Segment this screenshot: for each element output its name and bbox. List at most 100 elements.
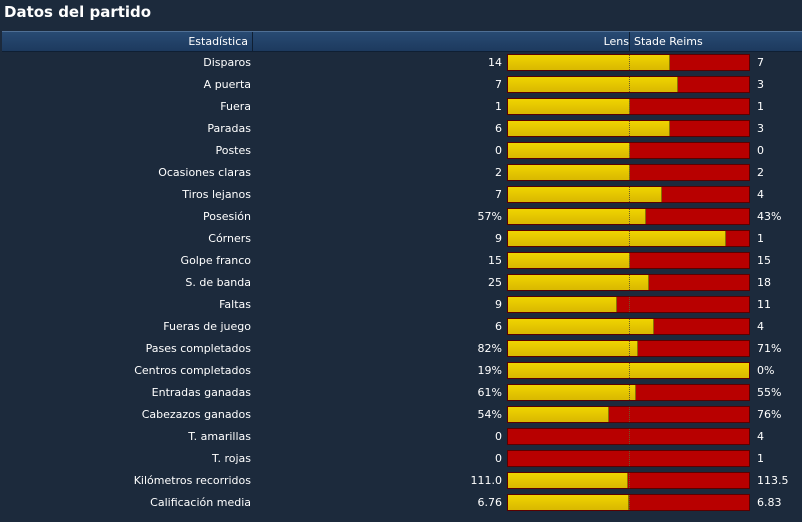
header-stat-column[interactable]: Estadística: [2, 32, 253, 51]
stat-row: Pases completados 82% 71%: [0, 338, 802, 360]
home-value: 2: [495, 166, 502, 179]
comparison-bar: [507, 318, 750, 335]
home-share-fill: [508, 209, 646, 224]
home-share-fill: [508, 363, 749, 378]
bar-midline: [629, 363, 630, 378]
bar-midline: [629, 121, 630, 136]
stat-row: Disparos 14 7: [0, 52, 802, 74]
home-share-fill: [508, 297, 617, 312]
away-value: 1: [757, 232, 764, 245]
bar-midline: [629, 341, 630, 356]
stat-label: Disparos: [203, 56, 251, 69]
home-share-fill: [508, 77, 678, 92]
bar-midline: [629, 209, 630, 224]
home-share-fill: [508, 231, 726, 246]
home-value: 6.76: [477, 496, 503, 509]
comparison-bar: [507, 406, 750, 423]
stat-row: Faltas 9 11: [0, 294, 802, 316]
bar-midline: [629, 77, 630, 92]
bar-midline: [629, 429, 630, 444]
comparison-bar: [507, 472, 750, 489]
stat-label: Fueras de juego: [163, 320, 251, 333]
stat-label: T. amarillas: [188, 430, 251, 443]
bar-midline: [629, 297, 630, 312]
away-value: 7: [757, 56, 764, 69]
away-value: 113.5: [757, 474, 789, 487]
bar-midline: [629, 495, 630, 510]
bar-midline: [629, 275, 630, 290]
away-value: 18: [757, 276, 771, 289]
home-value: 9: [495, 232, 502, 245]
home-share-fill: [508, 55, 670, 70]
stat-row: T. amarillas 0 4: [0, 426, 802, 448]
comparison-bar: [507, 98, 750, 115]
bar-midline: [629, 55, 630, 70]
stat-row: Fueras de juego 6 4: [0, 316, 802, 338]
comparison-bar: [507, 164, 750, 181]
stat-label: Ocasiones claras: [158, 166, 251, 179]
bar-midline: [629, 187, 630, 202]
comparison-bar: [507, 384, 750, 401]
home-share-fill: [508, 407, 609, 422]
bar-midline: [629, 473, 630, 488]
home-share-fill: [508, 165, 630, 180]
bar-midline: [629, 451, 630, 466]
home-share-fill: [508, 473, 628, 488]
home-value: 14: [488, 56, 502, 69]
stat-label: Paradas: [207, 122, 251, 135]
home-value: 0: [495, 430, 502, 443]
away-value: 0: [757, 144, 764, 157]
stat-label: T. rojas: [212, 452, 251, 465]
home-share-fill: [508, 187, 662, 202]
comparison-bar: [507, 362, 750, 379]
stat-label: Postes: [215, 144, 251, 157]
home-value: 6: [495, 122, 502, 135]
stat-row: T. rojas 0 1: [0, 448, 802, 470]
comparison-bar: [507, 120, 750, 137]
home-share-fill: [508, 99, 630, 114]
stat-row: Fuera 1 1: [0, 96, 802, 118]
stat-label: Golpe franco: [180, 254, 251, 267]
home-share-fill: [508, 121, 670, 136]
home-value: 1: [495, 100, 502, 113]
comparison-bar: [507, 494, 750, 511]
away-value: 4: [757, 188, 764, 201]
home-share-fill: [508, 385, 636, 400]
bar-midline: [629, 385, 630, 400]
away-value: 3: [757, 78, 764, 91]
home-value: 25: [488, 276, 502, 289]
stat-row: Postes 0 0: [0, 140, 802, 162]
home-share-fill: [508, 253, 630, 268]
home-value: 19%: [477, 364, 502, 377]
comparison-bar: [507, 186, 750, 203]
home-value: 15: [488, 254, 502, 267]
stat-label: Faltas: [219, 298, 251, 311]
bar-midline: [629, 407, 630, 422]
stat-label: Entradas ganadas: [151, 386, 251, 399]
comparison-bar: [507, 450, 750, 467]
away-value: 43%: [757, 210, 782, 223]
comparison-bar: [507, 54, 750, 71]
home-share-fill: [508, 495, 629, 510]
away-value: 4: [757, 430, 764, 443]
bar-midline: [629, 231, 630, 246]
home-value: 9: [495, 298, 502, 311]
stats-header: Estadística Lens Stade Reims: [2, 31, 802, 52]
comparison-bar: [507, 252, 750, 269]
stat-row: Paradas 6 3: [0, 118, 802, 140]
stat-row: Posesión 57% 43%: [0, 206, 802, 228]
stat-row: Calificación media 6.76 6.83: [0, 492, 802, 514]
comparison-bar: [507, 142, 750, 159]
home-share-fill: [508, 143, 630, 158]
bar-midline: [629, 143, 630, 158]
home-value: 111.0: [470, 474, 503, 487]
stat-row: Córners 9 1: [0, 228, 802, 250]
away-value: 1: [757, 100, 764, 113]
home-value: 54%: [477, 408, 502, 421]
away-value: 71%: [757, 342, 782, 355]
home-value: 57%: [477, 210, 502, 223]
away-value: 15: [757, 254, 771, 267]
stat-row: S. de banda 25 18: [0, 272, 802, 294]
bar-midline: [629, 253, 630, 268]
panel-title: Datos del partido: [4, 3, 152, 21]
